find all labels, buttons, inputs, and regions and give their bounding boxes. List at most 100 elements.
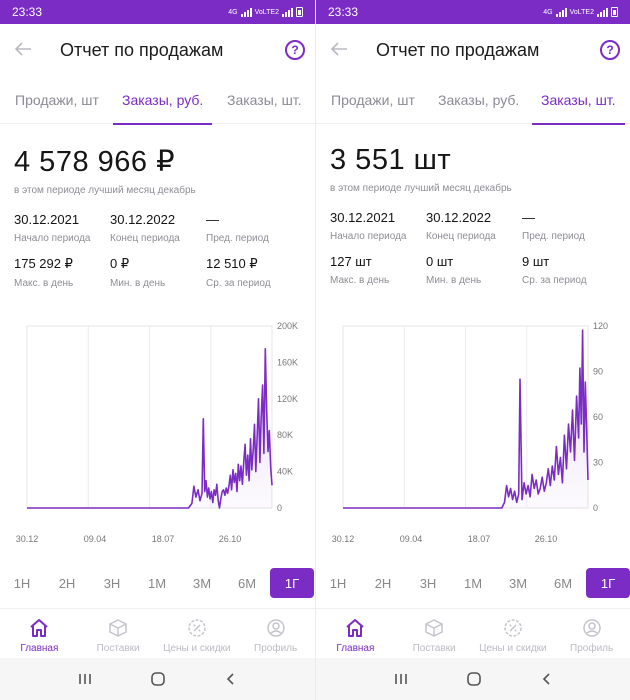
report-tabs: Продажи, шт Заказы, руб. Заказы, шт. [0,76,315,125]
y-tick-label: 30 [593,458,603,468]
period-1y[interactable]: 1Г [270,568,314,598]
bottom-navigation: Главная Поставки Цены и скидки Профиль [0,608,315,658]
nav-prices[interactable]: Цены и скидки [474,609,553,658]
y-tick-label: 90 [593,367,603,377]
page-title: Отчет по продажам [60,39,224,60]
signal-icon-2 [597,7,608,17]
help-icon[interactable]: ? [285,40,305,60]
x-tick-label: 26.10 [219,534,242,544]
y-tick-label: 0 [593,503,598,513]
help-icon[interactable]: ? [600,40,620,60]
nav-profile[interactable]: Профиль [552,609,630,658]
profile-icon [265,617,287,639]
period-3w[interactable]: 3Н [103,575,121,591]
series-line [343,329,589,509]
period-1y[interactable]: 1Г [586,568,630,598]
best-month-text: в этом периоде лучший месяц декабрь [330,183,512,194]
period-1w[interactable]: 1Н [329,575,347,591]
period-6m[interactable]: 6М [237,575,257,591]
y-tick-label: 120 [593,321,608,331]
nav-supplies[interactable]: Поставки [79,609,158,658]
period-1w[interactable]: 1Н [13,575,31,591]
x-tick-label: 26.10 [535,534,558,544]
period-2w[interactable]: 2Н [58,575,76,591]
status-time: 23:33 [12,5,43,19]
period-3m[interactable]: 3М [508,575,528,591]
stat-min-day: 0 ₽ Мин. в день [110,256,166,289]
page-title: Отчет по продажам [376,39,540,60]
app-bar: Отчет по продажам ? [0,24,315,76]
signal-icon-2 [282,7,293,17]
period-1m[interactable]: 1М [147,575,167,591]
nav-home[interactable]: Главная [316,609,395,658]
orders-chart[interactable]: 0 30 60 90 120 30.12 09.04 18.07 26.10 [316,318,630,550]
y-tick-label: 0 [277,503,282,513]
status-icons: 4G VoLTE2 [543,7,618,17]
y-tick-label: 80K [277,430,293,440]
system-navigation-bar [316,658,630,700]
stat-period-end: 30.12.2022 Конец периода [426,210,496,242]
tab-orders-pcs[interactable]: Заказы, шт. [227,92,302,108]
tab-orders-rub[interactable]: Заказы, руб. [438,92,520,108]
battery-icon [611,7,618,17]
nav-supplies[interactable]: Поставки [395,609,474,658]
stats-grid: 30.12.2021 Начало периода 30.12.2022 Конец… [0,196,315,289]
stats-grid: 30.12.2021 Начало периода 30.12.2022 Конец… [316,194,630,286]
stat-min-day: 0 шт Мин. в день [426,254,482,286]
stat-avg-period: 12 510 ₽ Ср. за период [206,256,271,289]
discount-icon [502,617,524,639]
tab-sales-pcs[interactable]: Продажи, шт [331,92,415,108]
stat-prev-period: — Пред. период [522,210,585,242]
stat-avg-period: 9 шт Ср. за период [522,254,587,286]
total-value: 4 578 966 ₽ [14,146,176,178]
status-icons: 4G VoLTE2 [228,7,303,17]
stat-max-day: 175 292 ₽ Макс. в день [14,256,74,289]
system-back-icon[interactable] [532,664,562,694]
nav-profile[interactable]: Профиль [236,609,315,658]
home-circle-icon[interactable] [143,664,173,694]
recent-apps-icon[interactable] [386,664,416,694]
system-navigation-bar [0,658,315,700]
best-month-text: в этом периоде лучший месяц декабрь [14,185,196,196]
app-bar: Отчет по продажам ? [316,24,630,76]
screen-orders-pcs: 23:33 4G VoLTE2 Отчет по продажам ? Прод… [315,0,630,700]
volte-label: VoLTE2 [254,8,279,16]
tab-sales-pcs[interactable]: Продажи, шт [15,92,99,108]
status-time: 23:33 [328,5,359,19]
nav-prices[interactable]: Цены и скидки [158,609,237,658]
discount-icon [186,617,208,639]
tab-orders-rub[interactable]: Заказы, руб. [112,76,213,125]
home-circle-icon[interactable] [459,664,489,694]
stat-period-end: 30.12.2022 Конец периода [110,212,180,244]
bottom-navigation: Главная Поставки Цены и скидки Профиль [316,608,630,658]
home-icon [28,617,50,639]
x-tick-label: 30.12 [16,534,39,544]
y-tick-label: 60 [593,412,603,422]
report-tabs: Продажи, шт Заказы, руб. Заказы, шт. [316,76,630,125]
status-bar: 23:33 4G VoLTE2 [0,0,315,24]
x-tick-label: 18.07 [468,534,491,544]
system-back-icon[interactable] [216,664,246,694]
box-icon [423,617,445,639]
x-tick-label: 09.04 [400,534,423,544]
x-tick-label: 09.04 [84,534,107,544]
sales-chart[interactable]: 0 40K 80K 120K 160K 200K 30.12 09.04 18.07 26.10 [0,318,315,550]
x-tick-label: 18.07 [152,534,175,544]
period-3w[interactable]: 3Н [419,575,437,591]
x-tick-label: 30.12 [332,534,355,544]
period-3m[interactable]: 3М [192,575,212,591]
period-6m[interactable]: 6М [553,575,573,591]
back-arrow-icon[interactable] [14,39,36,62]
chart-svg: 0 30 60 90 120 30.12 09.04 18.07 26.10 [332,321,608,544]
period-2w[interactable]: 2Н [374,575,392,591]
back-arrow-icon[interactable] [330,39,352,62]
stat-prev-period: — Пред. период [206,212,269,244]
network-label: 4G [228,8,238,16]
y-tick-label: 160K [277,357,298,367]
recent-apps-icon[interactable] [70,664,100,694]
nav-home[interactable]: Главная [0,609,79,658]
tab-orders-pcs[interactable]: Заказы, шт. [532,76,625,125]
y-tick-label: 120K [277,394,298,404]
period-1m[interactable]: 1М [463,575,483,591]
